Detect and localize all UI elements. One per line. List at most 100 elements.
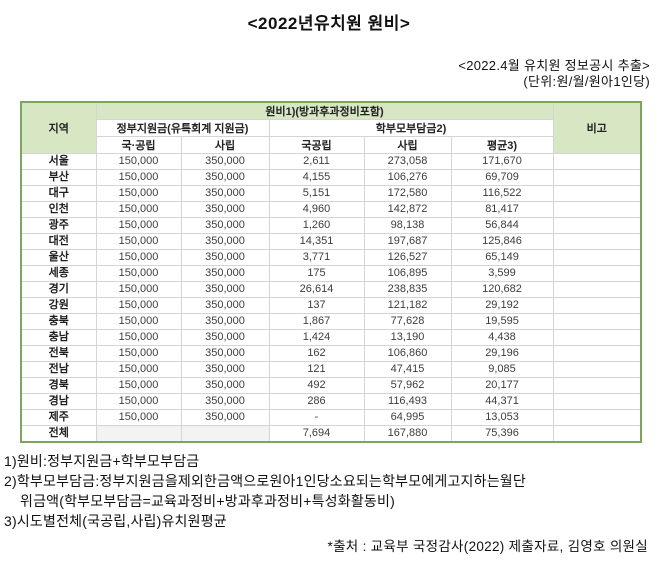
value-cell: 350,000: [180, 376, 270, 394]
value-cell: 175: [268, 264, 365, 282]
region-cell: 제주: [20, 408, 97, 426]
value-cell: 3,771: [268, 248, 365, 266]
col-header-parent-private: 사립: [363, 135, 452, 154]
footnote-2-continued: 위금액(학부모부담금=교육과정비+방과후과정비+특성화활동비): [20, 492, 395, 509]
region-cell: 인천: [20, 200, 97, 218]
note-cell: [552, 216, 642, 234]
value-cell: 106,860: [363, 344, 452, 362]
value-cell: 167,880: [363, 424, 452, 442]
table-row: 전남 150,000 350,000 121 47,415 9,085: [20, 360, 642, 378]
value-cell: 350,000: [180, 328, 270, 346]
value-cell: 150,000: [95, 216, 182, 234]
value-cell: 197,687: [363, 232, 452, 250]
header-row-2: 정부지원금(유특회계 지원금) 학부모부담금2): [21, 118, 641, 137]
value-cell: 20,177: [450, 376, 554, 394]
value-cell: 350,000: [180, 232, 270, 250]
col-header-note: 비고: [552, 101, 642, 154]
value-cell: 286: [268, 392, 365, 410]
value-cell: 116,522: [450, 184, 554, 202]
page-title: <2022년유치원 원비>: [247, 14, 411, 33]
table-row: 전북 150,000 350,000 162 106,860 29,196: [20, 344, 642, 362]
col-header-gov-private: 사립: [180, 135, 270, 154]
value-cell: 273,058: [363, 152, 452, 170]
value-cell: 5,151: [268, 184, 365, 202]
region-cell: 경북: [20, 376, 97, 394]
value-cell: 77,628: [363, 312, 452, 330]
value-cell: 150,000: [95, 376, 182, 394]
value-cell: [95, 424, 182, 442]
value-cell: 350,000: [180, 152, 270, 170]
value-cell: 350,000: [180, 296, 270, 314]
note-cell: [552, 344, 642, 362]
value-cell: 3,599: [450, 264, 554, 282]
table-body: 서울 150,000 350,000 2,611 273,058 171,670 부산 150…: [20, 152, 642, 442]
region-cell: 세종: [20, 264, 97, 282]
region-cell: 강원: [20, 296, 97, 314]
region-cell: 울산: [20, 248, 97, 266]
value-cell: 26,614: [268, 280, 365, 298]
value-cell: 9,085: [450, 360, 554, 378]
table-row: 경남 150,000 350,000 286 116,493 44,371: [20, 392, 642, 410]
footnote-3: 3)시도별전체(국공립,사립)유치원평균: [4, 512, 227, 529]
region-cell: 부산: [20, 168, 97, 186]
note-cell: [552, 232, 642, 250]
table-row: 대전 150,000 350,000 14,351 197,687 125,846: [20, 232, 642, 250]
note-cell: [552, 328, 642, 346]
value-cell: 150,000: [95, 232, 182, 250]
col-header-parent-public: 국공립: [268, 135, 365, 154]
table-row: 제주 150,000 350,000-64,995 13,053: [20, 408, 642, 426]
note-cell: [552, 168, 642, 186]
value-cell: 350,000: [180, 360, 270, 378]
note-cell: [552, 184, 642, 202]
table-row: 세종 150,000 350,000 175 106,895 3,599: [20, 264, 642, 282]
note-cell: [552, 296, 642, 314]
value-cell: 150,000: [95, 184, 182, 202]
col-header-parent-burden-group: 학부모부담금2): [268, 118, 554, 137]
value-cell: 57,962: [363, 376, 452, 394]
value-cell: 19,595: [450, 312, 554, 330]
value-cell: 172,580: [363, 184, 452, 202]
note-cell: [552, 264, 642, 282]
table-row: 광주 150,000 350,000 1,260 98,138 56,844: [20, 216, 642, 234]
value-cell: 142,872: [363, 200, 452, 218]
region-cell: 충북: [20, 312, 97, 330]
value-cell: 162: [268, 344, 365, 362]
value-cell: 29,192: [450, 296, 554, 314]
value-cell: 56,844: [450, 216, 554, 234]
value-cell: 126,527: [363, 248, 452, 266]
table-row: 경북 150,000 350,000 492 57,962 20,177: [20, 376, 642, 394]
value-cell: 13,190: [363, 328, 452, 346]
region-cell: 전북: [20, 344, 97, 362]
value-cell: 69,709: [450, 168, 554, 186]
value-cell: 98,138: [363, 216, 452, 234]
value-cell: 121,182: [363, 296, 452, 314]
value-cell: -: [268, 408, 365, 426]
value-cell: 150,000: [95, 344, 182, 362]
value-cell: 81,417: [450, 200, 554, 218]
value-cell: 350,000: [180, 216, 270, 234]
note-cell: [552, 424, 642, 442]
caption-unit: (단위:원/월/원아1인당): [523, 74, 650, 90]
region-cell: 광주: [20, 216, 97, 234]
value-cell: 350,000: [180, 312, 270, 330]
value-cell: [180, 424, 270, 442]
value-cell: 350,000: [180, 280, 270, 298]
value-cell: 64,995: [363, 408, 452, 426]
value-cell: 350,000: [180, 392, 270, 410]
value-cell: 350,000: [180, 344, 270, 362]
col-header-gov-public: 국·공립: [95, 135, 182, 154]
value-cell: 150,000: [95, 296, 182, 314]
value-cell: 4,155: [268, 168, 365, 186]
value-cell: 150,000: [95, 408, 182, 426]
value-cell: 106,895: [363, 264, 452, 282]
table-row: 경기 150,000 350,000 26,614 238,835 120,682: [20, 280, 642, 298]
footnotes-block: 1)원비:정부지원금+학부모부담금 2)학부모부담금:정부지원금을제외한금액으로…: [4, 451, 658, 532]
header-row-3: 국·공립 사립 국공립 사립 평균3): [21, 135, 641, 154]
note-cell: [552, 200, 642, 218]
value-cell: 47,415: [363, 360, 452, 378]
value-cell: 350,000: [180, 408, 270, 426]
value-cell: 121: [268, 360, 365, 378]
value-cell: 1,424: [268, 328, 365, 346]
value-cell: 29,196: [450, 344, 554, 362]
